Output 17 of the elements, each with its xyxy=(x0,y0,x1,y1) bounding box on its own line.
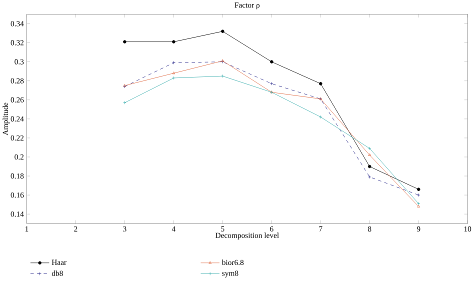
point xyxy=(368,164,372,168)
point xyxy=(270,82,274,86)
point xyxy=(416,188,420,191)
point xyxy=(221,74,224,78)
point xyxy=(172,40,176,44)
point xyxy=(221,30,224,33)
point xyxy=(416,193,420,197)
point xyxy=(368,153,372,156)
point xyxy=(172,60,176,64)
point xyxy=(123,40,126,44)
point xyxy=(318,115,322,118)
point xyxy=(270,60,274,64)
point xyxy=(368,175,372,178)
point xyxy=(172,76,176,80)
point xyxy=(368,146,372,150)
point xyxy=(318,82,322,86)
point xyxy=(172,71,176,74)
